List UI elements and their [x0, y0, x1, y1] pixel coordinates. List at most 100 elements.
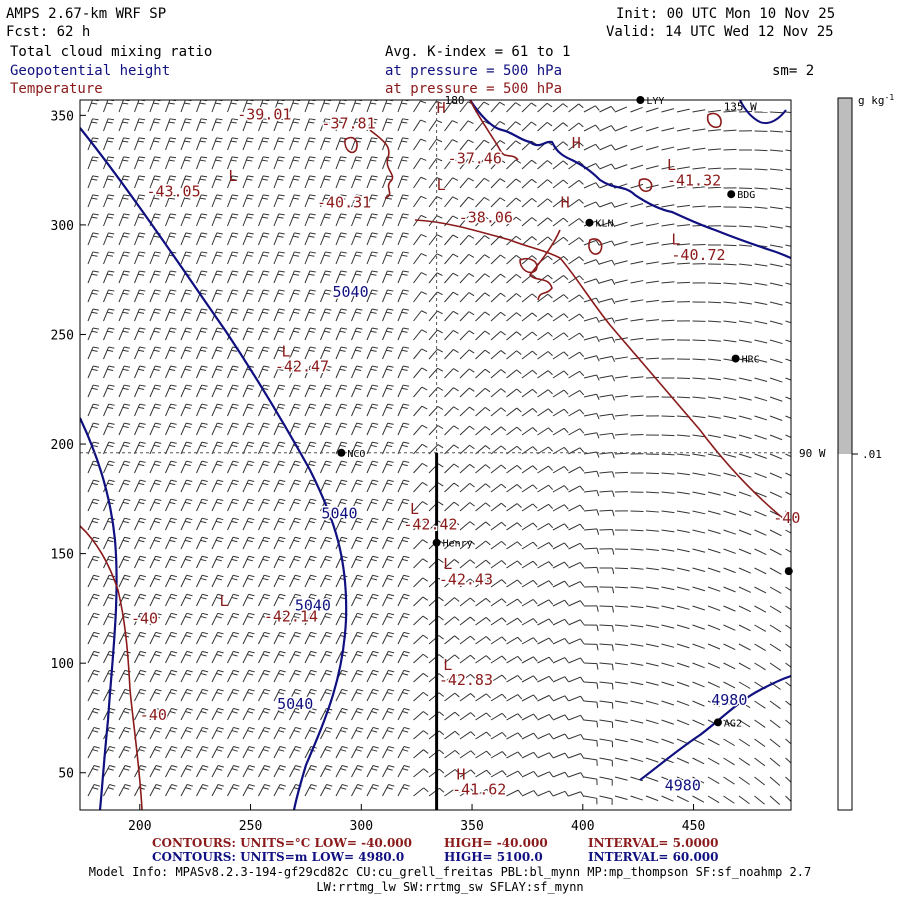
wind-barb — [118, 403, 131, 417]
wind-barb — [258, 441, 270, 455]
wind-barb — [614, 125, 628, 132]
wind-barb — [211, 270, 223, 284]
wind-barb — [413, 520, 428, 531]
wind-barb — [180, 517, 193, 531]
wind-barb — [118, 327, 131, 341]
wind-barb — [87, 156, 99, 170]
wind-barb — [614, 795, 628, 800]
wind-barb — [227, 498, 239, 512]
wind-barb — [614, 414, 628, 417]
wind-barb — [366, 784, 379, 797]
wind-barb — [103, 137, 115, 151]
wind-barb — [118, 784, 131, 797]
wind-barb — [583, 566, 599, 574]
station-label: LYY — [646, 96, 664, 107]
wind-barb — [692, 529, 706, 534]
wind-barb — [506, 388, 522, 398]
station-dot — [727, 190, 736, 199]
temp-contour-label: -42.14 — [264, 608, 318, 626]
wind-barb — [583, 489, 600, 497]
wind-barb — [444, 158, 459, 170]
wind-barb — [537, 446, 554, 455]
wind-barb — [211, 327, 224, 341]
wind-barb — [552, 618, 569, 626]
wind-barb — [304, 765, 317, 778]
wind-barb — [165, 327, 177, 341]
wind-barb — [335, 745, 348, 759]
wind-barb — [149, 175, 161, 189]
wind-barb — [785, 282, 791, 286]
wind-barb — [118, 536, 131, 550]
wind-barb — [134, 194, 146, 208]
y-axis-tick-label: 300 — [51, 219, 74, 234]
wind-barb — [707, 662, 721, 669]
wind-barb — [134, 765, 147, 778]
wind-barb — [351, 327, 363, 341]
wind-barb — [227, 441, 239, 455]
wind-barb — [165, 612, 178, 626]
wind-barb — [738, 681, 751, 689]
wind-barb — [351, 194, 363, 208]
wind-barb — [707, 643, 721, 650]
wind-barb — [413, 310, 428, 322]
wind-barb — [149, 346, 162, 360]
wind-barb — [661, 127, 675, 132]
wind-barb — [599, 757, 613, 767]
wind-barb — [645, 719, 659, 725]
wind-barb — [459, 368, 475, 379]
wind-barb — [444, 101, 458, 113]
temp-contour-small-4 — [638, 112, 722, 193]
wind-barb — [366, 346, 379, 360]
wind-barb — [149, 194, 161, 208]
wind-barb — [258, 745, 271, 759]
wind-barb — [227, 403, 239, 417]
wind-barb — [754, 491, 767, 498]
wind-barb — [599, 413, 615, 420]
wind-barb — [676, 185, 690, 189]
wind-barb — [320, 574, 333, 588]
wind-barb — [583, 297, 600, 304]
wind-barb — [521, 599, 538, 607]
wind-barb — [599, 662, 614, 671]
wind-barb — [614, 202, 628, 208]
wind-barb — [134, 574, 147, 588]
wind-barb — [273, 308, 285, 322]
wind-barb — [568, 103, 584, 113]
wind-barb — [552, 714, 569, 721]
station-dot — [713, 718, 722, 727]
wind-barb — [785, 529, 791, 534]
wind-barb — [506, 560, 522, 569]
wind-barb — [103, 270, 115, 284]
wind-barb — [227, 745, 240, 759]
wind-barb — [552, 198, 569, 208]
wind-barb — [351, 745, 364, 759]
wind-barb — [273, 232, 285, 246]
wind-barb — [165, 517, 177, 531]
wind-barb — [118, 574, 131, 588]
wind-barb — [165, 384, 177, 398]
wind-barb — [769, 244, 783, 248]
wind-barb — [366, 650, 379, 664]
wind-barb — [413, 405, 428, 417]
wind-barb — [273, 327, 286, 341]
wind-barb — [366, 156, 378, 170]
wind-barb — [87, 137, 99, 151]
wind-barb — [552, 294, 569, 303]
wind-barb — [397, 137, 409, 151]
wind-barb — [785, 719, 791, 726]
wind-barb — [351, 593, 364, 607]
wind-barb — [568, 275, 584, 284]
wind-barb — [552, 695, 569, 702]
wind-barb — [568, 485, 585, 493]
wind-barb — [413, 787, 429, 797]
wind-barb — [258, 327, 270, 341]
wind-barb — [196, 327, 208, 341]
wind-barb — [196, 251, 208, 265]
temp-contour-east — [414, 219, 791, 526]
wind-barb — [630, 260, 644, 265]
wind-barb — [645, 357, 660, 360]
wind-barb — [459, 712, 476, 721]
wind-barb — [351, 536, 363, 550]
wind-barb — [289, 403, 301, 417]
wind-barb — [676, 605, 690, 610]
